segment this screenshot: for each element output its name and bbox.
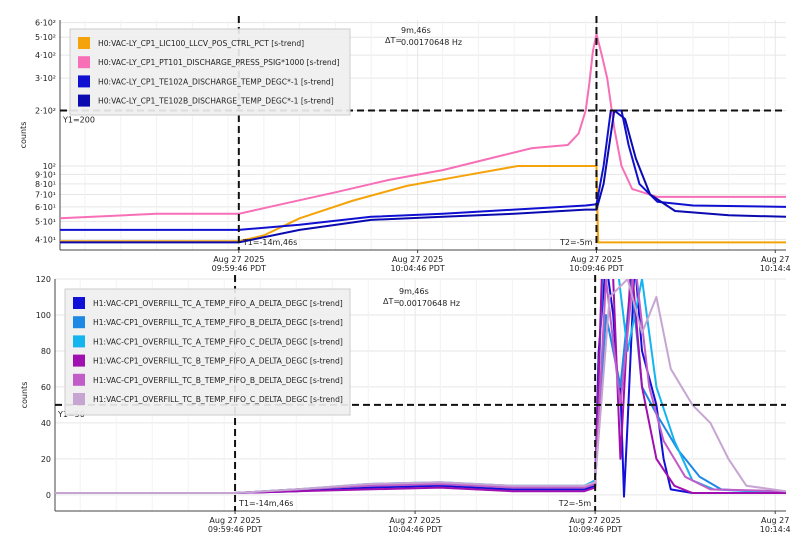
legend: H0:VAC-LY_CP1_LIC100_LLCV_POS_CTRL_PCT [… (69, 28, 351, 116)
y-tick-label: 10² (43, 162, 56, 171)
legend-swatch (73, 354, 85, 367)
legend-label: H0:VAC-LY_CP1_PT101_DISCHARGE_PRESS_PSIG… (98, 58, 340, 67)
cursor-t2-label: T2=-5m (559, 238, 593, 247)
legend-label: H1:VAC-CP1_OVERFILL_TC_B_TEMP_FIFO_A_DEL… (93, 357, 343, 366)
cursor-t1-label: T1=-14m,46s (238, 499, 293, 508)
series-line-1[interactable] (60, 165, 786, 244)
y-tick-label: 4·10¹ (35, 235, 56, 244)
y-tick-label: 6·10² (35, 19, 56, 28)
delta-t-symbol: ΔT= (383, 297, 400, 306)
x-tick-label: Aug 27 2025 (571, 255, 622, 264)
delta-t-frequency: 0.00170648 Hz (401, 38, 462, 47)
x-tick-label: 10:04:46 PDT (388, 525, 442, 534)
delta-t-frequency: 0.00170648 Hz (399, 299, 460, 308)
x-tick-label: Aug 27 2025 (389, 516, 440, 525)
legend-label: H1:VAC-CP1_OVERFILL_TC_B_TEMP_FIFO_C_DEL… (93, 395, 343, 404)
legend-swatch (78, 37, 90, 49)
legend-label: H0:VAC-LY_CP1_TE102A_DISCHARGE_TEMP_DEGC… (98, 77, 334, 86)
x-tick-label: Aug 27 (761, 255, 789, 264)
y-tick-label: 8·10¹ (35, 180, 56, 189)
y-tick-label: 9·10¹ (35, 170, 56, 179)
x-tick-label: 10:14:4 (760, 264, 791, 273)
series-line-4[interactable] (55, 261, 786, 494)
series-line-3[interactable] (60, 109, 786, 231)
delta-t-value: 9m,46s (401, 26, 431, 35)
y-tick-label: 3·10² (35, 74, 56, 83)
legend-label: H0:VAC-LY_CP1_TE102B_DISCHARGE_TEMP_DEGC… (98, 97, 334, 106)
x-tick-label: Aug 27 2025 (392, 255, 443, 264)
series-line-4[interactable] (60, 109, 786, 244)
cursor-y1-label: Y1=200 (62, 116, 95, 125)
x-tick-label: 09:59:46 PDT (212, 264, 266, 273)
x-tick-label: 10:04:46 PDT (390, 264, 444, 273)
series-group (60, 33, 786, 244)
cursor-t2-label: T2=-5m (558, 499, 592, 508)
x-tick-label: 10:09:46 PDT (568, 525, 622, 534)
y-tick-label: 6·10¹ (35, 203, 56, 212)
y-axis-label: counts (19, 122, 28, 149)
legend-swatch (78, 75, 90, 88)
legend-swatch (78, 56, 90, 69)
y-tick-label: 80 (41, 347, 51, 356)
legend-label: H1:VAC-CP1_OVERFILL_TC_A_TEMP_FIFO_C_DEL… (93, 337, 343, 346)
legend-label: H1:VAC-CP1_OVERFILL_TC_B_TEMP_FIFO_B_DEL… (93, 376, 343, 385)
legend-swatch (73, 393, 85, 405)
x-tick-label: Aug 27 2025 (209, 516, 260, 525)
x-tick-label: Aug 27 2025 (213, 255, 264, 264)
y-tick-label: 0 (46, 491, 51, 500)
y-tick-label: 100 (36, 311, 51, 320)
legend-swatch (73, 316, 85, 329)
y-tick-label: 5·10² (35, 33, 56, 42)
legend-swatch (73, 297, 85, 309)
x-tick-label: Aug 27 (761, 516, 789, 525)
legend: H1:VAC-CP1_OVERFILL_TC_A_TEMP_FIFO_A_DEL… (64, 288, 351, 416)
y-tick-label: 120 (36, 275, 51, 284)
y-tick-label: 60 (41, 383, 51, 392)
y-axis-label: counts (20, 382, 29, 409)
cursor-t1-label: T1=-14m,46s (242, 238, 297, 247)
legend-label: H0:VAC-LY_CP1_LIC100_LLCV_POS_CTRL_PCT [… (98, 39, 304, 48)
y-tick-label: 4·10² (35, 51, 56, 60)
legend-box (69, 28, 351, 116)
y-tick-label: 2·10² (35, 107, 56, 116)
legend-box (64, 288, 351, 416)
legend-swatch (73, 373, 85, 386)
legend-label: H1:VAC-CP1_OVERFILL_TC_A_TEMP_FIFO_A_DEL… (93, 299, 343, 308)
legend-swatch (73, 335, 85, 348)
x-tick-label: 09:59:46 PDT (208, 525, 262, 534)
y-tick-label: 7·10¹ (35, 191, 56, 200)
legend-swatch (78, 94, 90, 107)
series-line-2[interactable] (60, 33, 786, 220)
y-tick-label: 5·10¹ (35, 217, 56, 226)
y-tick-label: 20 (41, 455, 51, 464)
x-tick-label: 10:09:46 PDT (569, 264, 623, 273)
y-tick-label: 40 (41, 419, 51, 428)
x-tick-label: 10:14:4 (760, 525, 791, 534)
x-tick-label: Aug 27 2025 (570, 516, 621, 525)
legend-label: H1:VAC-CP1_OVERFILL_TC_A_TEMP_FIFO_B_DEL… (93, 318, 343, 327)
series-group (55, 261, 786, 498)
delta-t-symbol: ΔT= (385, 36, 402, 45)
delta-t-value: 9m,46s (399, 287, 429, 296)
series-line-6[interactable] (55, 279, 786, 494)
